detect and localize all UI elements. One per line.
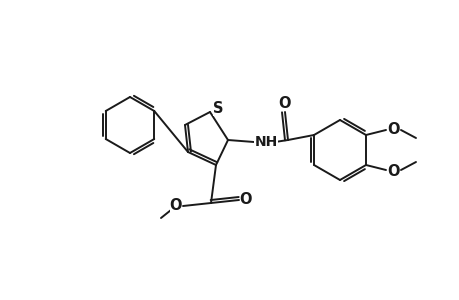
Text: O: O (278, 95, 291, 110)
Text: O: O (387, 122, 399, 136)
Text: O: O (239, 193, 252, 208)
Text: S: S (212, 100, 223, 116)
Text: O: O (387, 164, 399, 178)
Text: O: O (169, 199, 182, 214)
Text: NH: NH (254, 135, 277, 149)
